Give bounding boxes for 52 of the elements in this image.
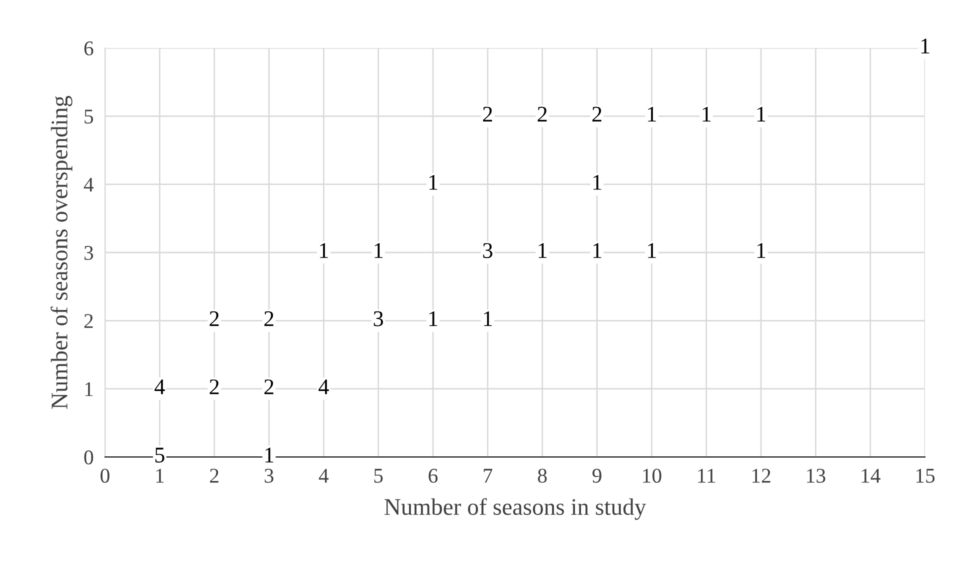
data-label: 2: [264, 311, 274, 326]
x-tick-label: 7: [484, 468, 492, 483]
x-tick-label: 11: [698, 468, 716, 483]
data-label: 5: [155, 448, 164, 463]
data-label: 1: [757, 106, 766, 122]
x-tick-label: 10: [643, 468, 662, 483]
data-label: 1: [429, 175, 438, 190]
y-axis-title: Number of seasons overspending: [50, 96, 72, 409]
data-label: 1: [484, 311, 492, 326]
data-label: 1: [648, 243, 656, 258]
data-label: 1: [757, 243, 766, 258]
data-label: 1: [648, 106, 656, 122]
y-tick-label: 2: [84, 314, 93, 328]
data-label: 2: [264, 379, 274, 394]
data-label: 2: [592, 106, 602, 122]
data-label: 2: [210, 311, 219, 326]
y-tick-label: 1: [85, 382, 93, 396]
data-label: 1: [265, 448, 274, 462]
x-tick-label: 9: [592, 468, 602, 483]
data-label: 1: [429, 311, 438, 326]
x-tick-label: 2: [210, 468, 218, 483]
data-label: 1: [593, 243, 602, 258]
x-tick-label: 8: [538, 468, 547, 483]
x-tick-label: 12: [752, 468, 770, 483]
data-label: 1: [374, 243, 383, 258]
y-tick-label: 4: [84, 178, 94, 192]
x-tick-label: 15: [916, 468, 935, 483]
data-label: 1: [702, 106, 711, 122]
y-tick-label: 0: [84, 450, 94, 464]
data-label: 4: [154, 380, 165, 394]
x-tick-label: 0: [100, 468, 110, 483]
data-label: 2: [483, 106, 492, 122]
data-label: 2: [538, 106, 547, 122]
data-label: 3: [374, 311, 384, 326]
y-tick-label: 3: [84, 246, 94, 260]
x-tick-label: 6: [428, 468, 438, 483]
data-label: 1: [593, 175, 602, 190]
data-label: 1: [320, 243, 328, 258]
data-label: 3: [483, 243, 492, 258]
data-label: 1: [538, 243, 547, 258]
x-tick-label: 13: [807, 468, 826, 483]
x-tick-label: 14: [862, 468, 880, 483]
x-tick-label: 5: [374, 468, 383, 483]
data-label: 2: [210, 379, 219, 394]
x-axis-title: Number of seasons in study: [384, 498, 646, 520]
y-tick-label: 5: [84, 110, 94, 124]
data-label: 1: [921, 38, 930, 54]
x-tick-label: 3: [264, 468, 274, 483]
data-label: 4: [318, 380, 329, 394]
y-tick-label: 6: [84, 41, 94, 56]
x-tick-label: 1: [156, 468, 164, 483]
x-tick-label: 4: [318, 468, 329, 483]
